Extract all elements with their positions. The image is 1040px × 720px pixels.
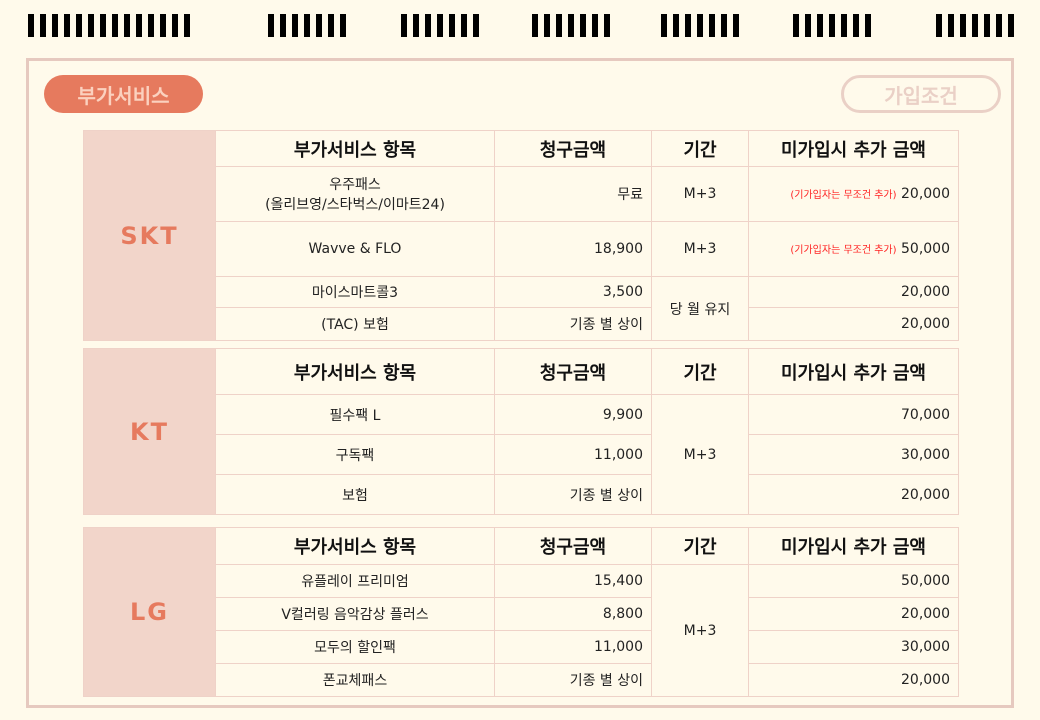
barcode-group bbox=[532, 14, 610, 37]
extra-cell: 20,000 bbox=[748, 663, 959, 697]
period-cell: M+3 bbox=[651, 166, 749, 222]
header-period: 기간 bbox=[651, 348, 749, 395]
price-cell: 18,900 bbox=[494, 221, 652, 277]
price-cell: 9,900 bbox=[494, 394, 652, 435]
tab-join-conditions[interactable]: 가입조건 bbox=[841, 75, 1001, 113]
item-cell: 보험 bbox=[215, 474, 495, 515]
price-cell: 기종 별 상이 bbox=[494, 663, 652, 697]
period-cell: M+3 bbox=[651, 221, 749, 277]
item-cell: V컬러링 음악감상 플러스 bbox=[215, 597, 495, 631]
item-name: 우주패스 bbox=[329, 177, 381, 193]
carrier-label: SKT bbox=[83, 130, 216, 341]
header-period: 기간 bbox=[651, 130, 749, 167]
skt-table: SKT 부가서비스 항목 청구금액 기간 미가입시 추가 금액 우주패스 (올리브영/스… bbox=[83, 130, 959, 341]
item-cell: 구독팩 bbox=[215, 434, 495, 475]
table-row: 우주패스 (올리브영/스타벅스/이마트24) 무료 M+3 (기가입자는 무조건 추가)… bbox=[84, 166, 959, 222]
price-cell: 11,000 bbox=[494, 434, 652, 475]
content-frame bbox=[26, 58, 1014, 708]
extra-cell: 50,000 bbox=[748, 564, 959, 598]
lg-table: LG 부가서비스 항목 청구금액 기간 미가입시 추가 금액 유플레이 프리미엄 15,40… bbox=[83, 527, 959, 697]
extra-cell: 20,000 bbox=[748, 597, 959, 631]
extra-cell: 20,000 bbox=[748, 276, 959, 308]
barcode-group bbox=[401, 14, 479, 37]
price-cell: 무료 bbox=[494, 166, 652, 222]
table-row: 구독팩 11,000 30,000 bbox=[84, 434, 959, 475]
item-cell: 모두의 할인팩 bbox=[215, 630, 495, 664]
extra-cell: 70,000 bbox=[748, 394, 959, 435]
header-price: 청구금액 bbox=[494, 527, 652, 565]
item-cell: 우주패스 (올리브영/스타벅스/이마트24) bbox=[215, 166, 495, 222]
header-price: 청구금액 bbox=[494, 348, 652, 395]
price-cell: 기종 별 상이 bbox=[494, 307, 652, 341]
barcode-group bbox=[793, 14, 871, 37]
header-item: 부가서비스 항목 bbox=[215, 527, 495, 565]
extra-cell: 20,000 bbox=[748, 307, 959, 341]
table-row: 모두의 할인팩 11,000 30,000 bbox=[84, 630, 959, 664]
header-extra: 미가입시 추가 금액 bbox=[748, 348, 959, 395]
header-item: 부가서비스 항목 bbox=[215, 130, 495, 167]
table-row: Wavve & FLO 18,900 M+3 (기가입자는 무조건 추가) 50,00… bbox=[84, 221, 959, 277]
extra-cell: (기가입자는 무조건 추가) 50,000 bbox=[748, 221, 959, 277]
item-cell: (TAC) 보험 bbox=[215, 307, 495, 341]
carrier-label: KT bbox=[83, 348, 216, 515]
item-cell: 마이스마트콜3 bbox=[215, 276, 495, 308]
period-cell: 당 월 유지 bbox=[651, 276, 749, 341]
price-cell: 3,500 bbox=[494, 276, 652, 308]
note: (기가입자는 무조건 추가) bbox=[790, 245, 897, 256]
table-row: 보험 기종 별 상이 20,000 bbox=[84, 474, 959, 515]
extra-cell: 20,000 bbox=[748, 474, 959, 515]
extra-cell: 30,000 bbox=[748, 434, 959, 475]
extra-cell: 30,000 bbox=[748, 630, 959, 664]
table-row: V컬러링 음악감상 플러스 8,800 20,000 bbox=[84, 597, 959, 631]
item-cell: 유플레이 프리미엄 bbox=[215, 564, 495, 598]
period-cell: M+3 bbox=[651, 394, 749, 515]
table-row: 폰교체패스 기종 별 상이 20,000 bbox=[84, 663, 959, 697]
barcode-group bbox=[936, 14, 1014, 37]
note: (기가입자는 무조건 추가) bbox=[790, 190, 897, 201]
kt-table: KT 부가서비스 항목 청구금액 기간 미가입시 추가 금액 필수팩 L 9,900 M+3 7… bbox=[83, 348, 959, 515]
carrier-label: LG bbox=[83, 527, 216, 697]
tab-addon-services[interactable]: 부가서비스 bbox=[44, 75, 203, 113]
header-period: 기간 bbox=[651, 527, 749, 565]
header-extra: 미가입시 추가 금액 bbox=[748, 527, 959, 565]
header-item: 부가서비스 항목 bbox=[215, 348, 495, 395]
header-extra: 미가입시 추가 금액 bbox=[748, 130, 959, 167]
extra-value: 50,000 bbox=[901, 241, 950, 257]
table-row: 유플레이 프리미엄 15,400 M+3 50,000 bbox=[84, 564, 959, 697]
barcode-group bbox=[661, 14, 739, 37]
item-cell: Wavve & FLO bbox=[215, 221, 495, 277]
item-detail: (올리브영/스타벅스/이마트24) bbox=[265, 197, 445, 213]
price-cell: 기종 별 상이 bbox=[494, 474, 652, 515]
price-cell: 15,400 bbox=[494, 564, 652, 598]
price-cell: 8,800 bbox=[494, 597, 652, 631]
table-row: 필수팩 L 9,900 M+3 70,000 bbox=[84, 394, 959, 515]
item-cell: 폰교체패스 bbox=[215, 663, 495, 697]
table-row: (TAC) 보험 기종 별 상이 20,000 bbox=[84, 307, 959, 341]
barcode-group bbox=[268, 14, 346, 37]
barcode-group bbox=[28, 14, 190, 37]
header-price: 청구금액 bbox=[494, 130, 652, 167]
extra-cell: (기가입자는 무조건 추가) 20,000 bbox=[748, 166, 959, 222]
item-cell: 필수팩 L bbox=[215, 394, 495, 435]
extra-value: 20,000 bbox=[901, 186, 950, 202]
table-row: 마이스마트콜3 3,500 당 월 유지 20,000 bbox=[84, 276, 959, 341]
period-cell: M+3 bbox=[651, 564, 749, 697]
price-cell: 11,000 bbox=[494, 630, 652, 664]
